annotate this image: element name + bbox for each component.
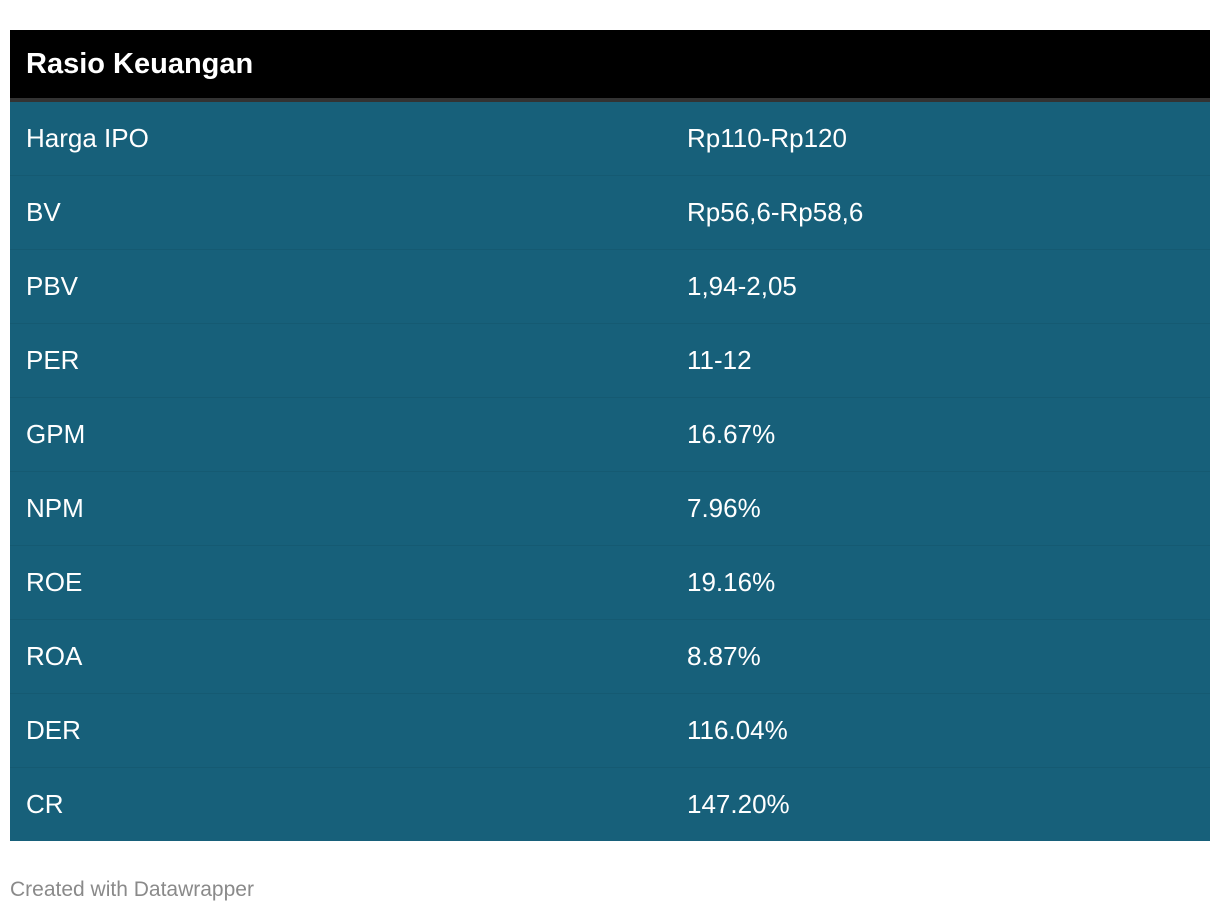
row-label: PER — [10, 323, 671, 398]
row-value: 1,94-2,05 — [671, 249, 1210, 324]
table-row: ROA 8.87% — [10, 619, 1210, 694]
row-label: NPM — [10, 471, 671, 546]
row-value: 11-12 — [671, 323, 1210, 398]
row-label: DER — [10, 693, 671, 768]
row-value: 7.96% — [671, 471, 1210, 546]
table-row: CR 147.20% — [10, 767, 1210, 841]
datawrapper-credit: Created with Datawrapper — [10, 878, 254, 901]
table-row: Harga IPO Rp110-Rp120 — [10, 100, 1210, 176]
row-value: 16.67% — [671, 397, 1210, 472]
row-label: CR — [10, 767, 671, 841]
table-row: PBV 1,94-2,05 — [10, 249, 1210, 324]
row-label: PBV — [10, 249, 671, 324]
financial-ratio-table-container: Rasio Keuangan Harga IPO Rp110-Rp120 BV Rp5… — [10, 30, 1210, 841]
row-label: ROA — [10, 619, 671, 694]
row-label: GPM — [10, 397, 671, 472]
row-value: Rp110-Rp120 — [671, 100, 1210, 176]
row-label: BV — [10, 175, 671, 250]
table-row: BV Rp56,6-Rp58,6 — [10, 175, 1210, 250]
table-row: NPM 7.96% — [10, 471, 1210, 546]
table-row: DER 116.04% — [10, 693, 1210, 768]
table-row: PER 11-12 — [10, 323, 1210, 398]
table-body: Harga IPO Rp110-Rp120 BV Rp56,6-Rp58,6 PBV 1,… — [10, 100, 1210, 841]
row-value: 19.16% — [671, 545, 1210, 620]
row-value: 8.87% — [671, 619, 1210, 694]
header-row: Rasio Keuangan — [10, 30, 1210, 102]
row-value: 147.20% — [671, 767, 1210, 841]
row-value: 116.04% — [671, 693, 1210, 768]
table-row: GPM 16.67% — [10, 397, 1210, 472]
row-value: Rp56,6-Rp58,6 — [671, 175, 1210, 250]
row-label: ROE — [10, 545, 671, 620]
table-row: ROE 19.16% — [10, 545, 1210, 620]
table-header: Rasio Keuangan — [10, 30, 1210, 102]
row-label: Harga IPO — [10, 100, 671, 176]
financial-ratio-table: Rasio Keuangan Harga IPO Rp110-Rp120 BV Rp5… — [10, 30, 1210, 841]
table-title: Rasio Keuangan — [10, 30, 1210, 102]
